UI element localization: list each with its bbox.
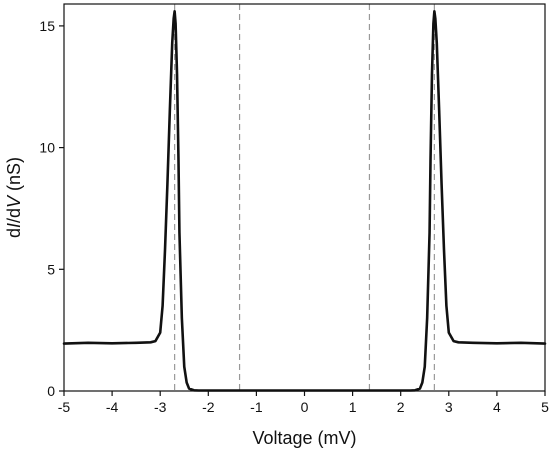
series-line-1 xyxy=(62,10,547,392)
x-tick-label: -1 xyxy=(250,399,263,415)
y-axis-label-part: V xyxy=(4,194,24,208)
y-tick-label: 15 xyxy=(39,18,55,34)
y-axis-label: dI/dV (nS) xyxy=(4,157,24,238)
x-tick-label: -2 xyxy=(202,399,215,415)
x-tick-label: -4 xyxy=(106,399,119,415)
y-tick-label: 5 xyxy=(47,261,55,277)
x-tick-label: -5 xyxy=(58,399,71,415)
x-tick-label: 4 xyxy=(493,399,501,415)
x-tick-label: 1 xyxy=(349,399,357,415)
x-tick-label: -3 xyxy=(154,399,167,415)
y-tick-label: 0 xyxy=(47,383,55,399)
x-axis-label: Voltage (mV) xyxy=(252,428,356,448)
axes-layer: -5 -4 -3 -2 -1 0 1 2 3 4 5 0 5 10 15 xyxy=(39,3,549,415)
y-axis-label-part: /d xyxy=(4,208,24,223)
y-tick-label: 10 xyxy=(39,140,55,156)
data-layer xyxy=(62,10,547,392)
x-tick-label: 2 xyxy=(397,399,405,415)
plot-frame xyxy=(63,3,546,392)
y-axis-label-part: d xyxy=(4,228,24,238)
reference-lines xyxy=(174,4,435,391)
y-axis-label-part: I xyxy=(4,223,24,228)
y-axis-label-part: (nS) xyxy=(4,157,24,196)
x-tick-label: 5 xyxy=(541,399,549,415)
x-tick-label: 0 xyxy=(301,399,309,415)
x-tick-label: 3 xyxy=(445,399,453,415)
